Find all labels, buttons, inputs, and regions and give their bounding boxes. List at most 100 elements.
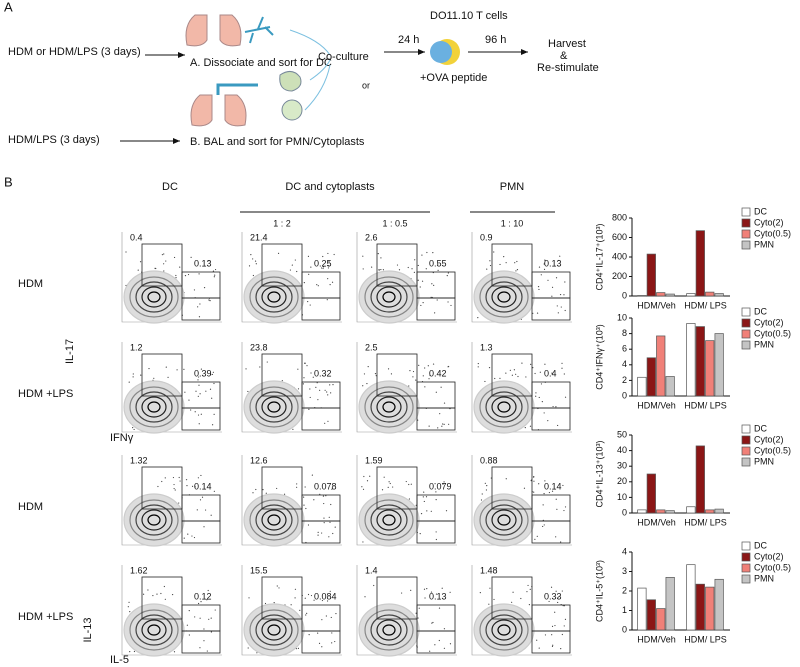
event-dot [543,412,545,414]
event-dot [407,266,409,269]
event-dot [171,593,174,596]
event-dot [309,304,311,306]
x-tick-label: HDM/ LPS [684,300,727,310]
event-dot [447,301,449,303]
event-dot [332,532,334,535]
event-dot [183,368,185,370]
event-dot [188,610,190,612]
event-dot [330,392,332,394]
gate [416,271,456,299]
event-dot [536,535,538,537]
bar [665,293,675,297]
gate-value: 0.14 [544,481,562,491]
event-dot [328,516,330,518]
event-dot [537,286,540,288]
event-dot [440,386,442,388]
gate [376,243,418,287]
event-dot [132,373,134,375]
bar [656,335,666,397]
event-dot [326,391,328,393]
event-dot [442,483,444,485]
event-dot [178,502,180,504]
event-dot [552,405,554,408]
event-dot [203,526,205,528]
contour [485,281,523,313]
event-dot [535,392,537,394]
event-dot [304,486,306,488]
event-dot [443,628,446,630]
legend-label: PMN [754,573,774,583]
event-dot [369,475,371,477]
event-dot [199,617,201,619]
event-dot [437,427,439,429]
event-dot [429,374,431,377]
gate [181,407,221,431]
restim: Re-stimulate [537,62,599,74]
event-dot [210,514,212,516]
contour [382,514,396,526]
event-dot [317,285,319,287]
bar [714,578,724,631]
y-tick-label: 4 [622,546,627,556]
event-dot [389,482,391,485]
event-dot [305,507,307,510]
event-dot [317,632,319,634]
event-dot [420,304,422,307]
plot-axes [241,455,342,546]
event-dot [563,373,565,375]
event-dot [564,506,567,508]
event-dot [363,475,365,478]
gate [181,604,221,632]
event-dot [304,597,306,599]
event-dot [551,372,553,374]
cytoplast-icon [279,71,302,92]
event-dot [526,591,528,593]
event-dot [417,617,419,619]
event-dot [321,646,323,648]
gate-value: 0.9 [480,232,493,242]
gate [416,297,456,321]
legend-label: DC [754,540,767,550]
event-dot [363,373,366,375]
event-dot [423,491,425,493]
event-dot [499,377,501,379]
event-dot [194,616,196,618]
event-dot [213,276,215,278]
gate-value: 12.6 [250,455,268,465]
event-dot [430,591,433,593]
event-dot [209,300,211,302]
event-dot [334,526,336,528]
event-dot [424,597,426,599]
event-dot [521,362,523,364]
x-tick-label: HDM/Veh [637,300,676,310]
gate [141,466,183,510]
event-dot [303,496,305,498]
contour [497,514,511,526]
bar [656,608,666,631]
event-dot [564,396,567,398]
event-dot [543,263,545,265]
event-dot [318,642,321,644]
event-dot [387,486,389,489]
event-dot [214,609,216,611]
gate-value: 0.13 [544,258,562,268]
event-dot [421,280,424,282]
gate [416,630,456,654]
event-dot [415,379,417,381]
contour [249,609,299,651]
event-dot [408,483,410,486]
event-dot [197,395,199,397]
event-dot [248,265,251,267]
event-dot [418,364,420,366]
gate [261,466,303,510]
event-dot [534,538,536,540]
gate-value: 0.4 [544,368,557,378]
event-dot [527,584,529,587]
contour [141,286,167,308]
y-tick-label: 1 [622,605,627,615]
event-dot [439,413,441,415]
event-dot [488,603,490,605]
event-dot [561,633,563,636]
event-dot [132,376,134,378]
plot-axes [356,455,457,546]
